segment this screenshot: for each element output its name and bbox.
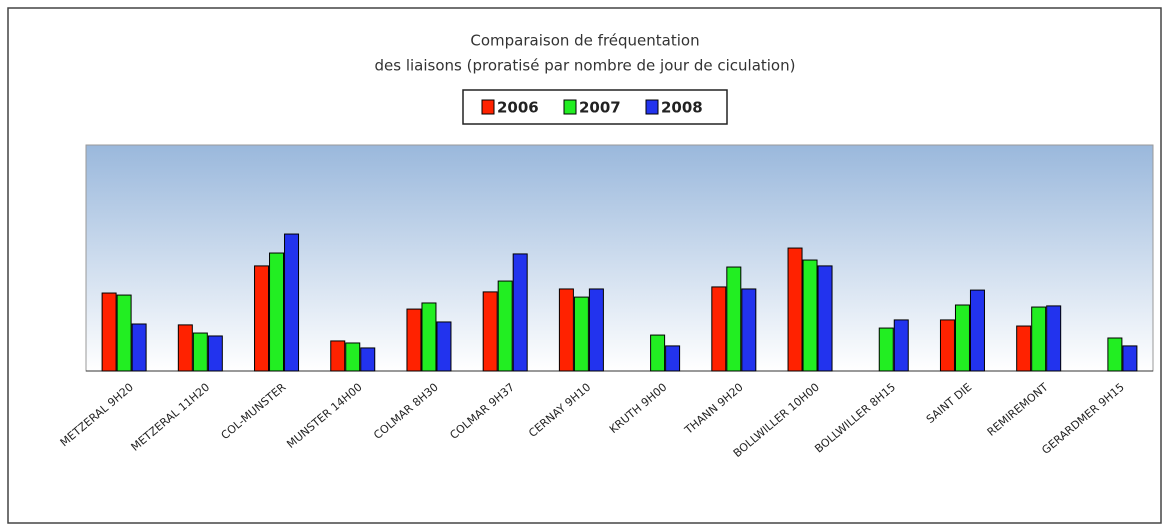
bar xyxy=(893,319,909,372)
bar xyxy=(573,296,589,372)
chart-subtitle: des liaisons (proratisé par nombre de jo… xyxy=(375,57,796,75)
chart-title: Comparaison de fréquentation xyxy=(470,32,699,50)
bar xyxy=(436,321,452,372)
bar xyxy=(330,340,346,372)
bar xyxy=(101,292,117,372)
legend-swatch xyxy=(563,99,577,115)
bar xyxy=(269,252,285,372)
bar xyxy=(817,265,833,372)
bar xyxy=(497,280,513,372)
bar xyxy=(1016,325,1032,372)
bar xyxy=(787,247,803,372)
bar xyxy=(741,288,757,372)
bar xyxy=(588,288,604,372)
bar xyxy=(802,259,818,372)
bar xyxy=(482,291,498,372)
bar xyxy=(665,345,681,372)
bar xyxy=(878,327,894,372)
bar xyxy=(726,266,742,372)
legend-label: 2008 xyxy=(661,99,703,117)
bar xyxy=(1122,345,1138,372)
bar xyxy=(207,335,223,372)
legend-swatch xyxy=(481,99,495,115)
bar xyxy=(1046,305,1062,372)
legend-swatch xyxy=(645,99,659,115)
bar xyxy=(116,294,132,372)
bar xyxy=(650,334,666,372)
bar xyxy=(954,304,970,372)
bar xyxy=(192,332,208,372)
bar xyxy=(406,308,422,372)
bar xyxy=(1107,337,1123,372)
bar xyxy=(711,286,727,372)
bar xyxy=(1031,306,1047,372)
bar xyxy=(421,302,437,372)
bar xyxy=(512,253,528,372)
bar xyxy=(558,288,574,372)
bar xyxy=(284,233,300,372)
plot-area xyxy=(85,144,1154,372)
bar xyxy=(939,319,955,372)
legend-label: 2007 xyxy=(579,99,621,117)
bar xyxy=(131,323,147,372)
bar xyxy=(177,324,193,372)
legend xyxy=(462,89,728,125)
bar xyxy=(254,265,270,372)
bar xyxy=(969,289,985,372)
legend-label: 2006 xyxy=(497,99,539,117)
bar xyxy=(360,347,376,372)
bar xyxy=(345,342,361,372)
